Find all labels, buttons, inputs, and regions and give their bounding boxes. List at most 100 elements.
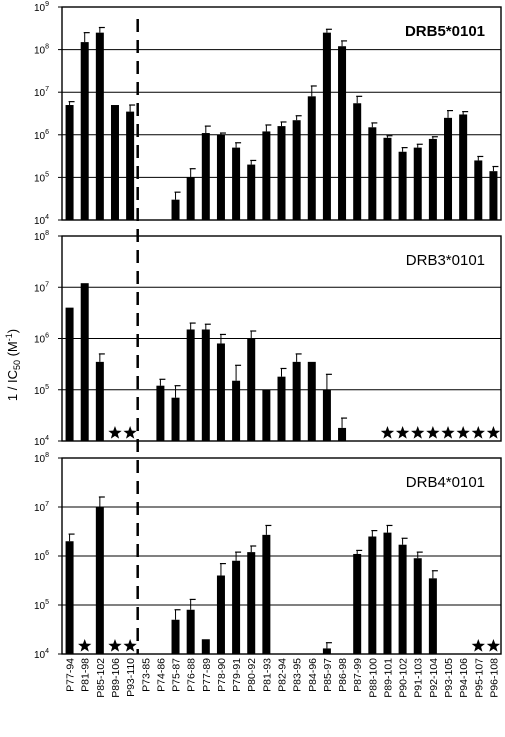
- bar-P88-100: [368, 536, 377, 654]
- bar-P83-95: [292, 361, 301, 441]
- bar-P74-86: [156, 385, 165, 441]
- star-icon: [456, 426, 470, 439]
- star-icon: [123, 426, 137, 439]
- x-tick-label: P82-94: [277, 658, 289, 692]
- x-tick-label: P92-104: [428, 658, 440, 698]
- bar-P81-98: [80, 283, 89, 441]
- bar-P94-106: [459, 114, 468, 220]
- star-icon: [426, 426, 440, 439]
- bar-P85-97: [322, 389, 331, 441]
- bar-P77-89: [201, 133, 210, 220]
- bar-P85-102: [95, 32, 104, 221]
- bar-P85-97: [322, 648, 331, 654]
- y-tick-label: 109: [34, 1, 49, 14]
- bar-P84-96: [307, 361, 316, 441]
- bar-P79-91: [232, 147, 241, 220]
- y-tick-label: 105: [34, 171, 49, 184]
- bar-P78-90: [216, 575, 225, 654]
- bar-P87-99: [353, 553, 362, 654]
- y-tick-label: 106: [34, 129, 49, 142]
- x-axis-labels: P77-94 P81-98 P85-102 P89-106 P93-110 P73-85 P…: [65, 658, 501, 698]
- bar-P77-94: [65, 307, 74, 441]
- x-tick-label: P74-86: [155, 658, 167, 692]
- panel-1: 104 105 106 107 108 109 DRB5*0101: [34, 1, 502, 227]
- x-tick-label: P76-88: [186, 658, 198, 692]
- x-tick-label: P86-98: [337, 658, 349, 692]
- panel-3: 104 105 106 107 108 DRB4*0101: [34, 452, 502, 661]
- star-icon: [471, 639, 485, 652]
- bar-P89-106: [110, 105, 119, 220]
- x-tick-label: P73-85: [140, 658, 152, 692]
- bar-P93-105: [444, 117, 453, 220]
- star-icon: [108, 426, 122, 439]
- star-icon: [123, 639, 137, 652]
- x-tick-label: P96-108: [488, 658, 500, 698]
- bar-P90-102: [398, 544, 407, 654]
- y-tick-label: 107: [34, 501, 49, 514]
- y-tick-label: 108: [34, 44, 49, 57]
- bar-P85-102: [95, 507, 104, 654]
- x-tick-label: P91-103: [413, 658, 425, 698]
- bar-P78-90: [216, 134, 225, 220]
- panels: 104 105 106 107 108 109 DRB5*0101 104 105 106 107 1…: [34, 1, 502, 661]
- bar-P77-94: [65, 541, 74, 654]
- bar-P95-107: [474, 160, 483, 220]
- x-tick-label: P85-102: [95, 658, 107, 698]
- y-tick-label: 108: [34, 452, 49, 465]
- bar-P77-89: [201, 329, 210, 441]
- bar-P91-103: [413, 558, 422, 654]
- bar-P76-88: [186, 609, 195, 654]
- bar-P92-104: [428, 578, 437, 654]
- bar-P78-90: [216, 343, 225, 441]
- bar-P81-93: [262, 131, 271, 220]
- y-tick-label: 104: [34, 435, 49, 448]
- y-tick-label: 106: [34, 333, 49, 346]
- bar-P93-110: [126, 111, 135, 220]
- bar-P80-92: [247, 164, 256, 220]
- x-tick-label: P85-97: [322, 658, 334, 692]
- x-tick-label: P81-98: [80, 658, 92, 692]
- bar-P90-102: [398, 151, 407, 220]
- panel-2: 104 105 106 107 108 DRB3*0101: [34, 230, 502, 448]
- bar-P79-91: [232, 380, 241, 441]
- bar-P86-98: [338, 427, 347, 441]
- star-icon: [395, 426, 410, 439]
- star-icon: [108, 639, 122, 652]
- bar-P86-98: [338, 46, 347, 221]
- bar-P88-100: [368, 127, 377, 220]
- bar-P77-94: [65, 105, 74, 220]
- y-tick-label: 104: [34, 648, 49, 661]
- y-tick-label: 104: [34, 214, 49, 227]
- bar-P84-96: [307, 96, 316, 220]
- x-tick-label: P93-110: [125, 658, 137, 697]
- x-tick-label: P95-107: [473, 658, 485, 698]
- y-axis-label: 1 / IC50 (M-1): [4, 329, 22, 401]
- bar-P79-91: [232, 560, 241, 654]
- panel-title: DRB3*0101: [406, 252, 485, 269]
- x-tick-label: P94-106: [458, 658, 470, 698]
- y-tick-label: 106: [34, 550, 49, 563]
- bar-P76-88: [186, 177, 195, 220]
- panel-frame: [61, 457, 502, 655]
- panel-title: DRB5*0101: [405, 23, 485, 40]
- x-tick-label: P77-89: [201, 658, 213, 692]
- star-icon: [471, 426, 485, 439]
- x-tick-label: P77-94: [65, 658, 77, 692]
- panel-title: DRB4*0101: [406, 474, 485, 491]
- y-tick-label: 105: [34, 599, 49, 612]
- x-tick-label: P90-102: [398, 658, 410, 698]
- x-tick-label: P81-93: [261, 658, 273, 692]
- star-icon: [380, 426, 395, 439]
- bar-P92-104: [428, 138, 437, 220]
- x-tick-label: P80-92: [246, 658, 258, 692]
- bar-P75-87: [171, 619, 180, 654]
- bar-P85-97: [322, 32, 331, 221]
- y-tick-label: 108: [34, 230, 49, 243]
- bar-P81-93: [262, 534, 271, 654]
- x-tick-label: P78-90: [216, 658, 228, 692]
- star-icon: [411, 426, 425, 439]
- bar-P91-103: [413, 147, 422, 220]
- x-tick-label: P83-95: [292, 658, 304, 692]
- bar-P81-93: [262, 389, 271, 441]
